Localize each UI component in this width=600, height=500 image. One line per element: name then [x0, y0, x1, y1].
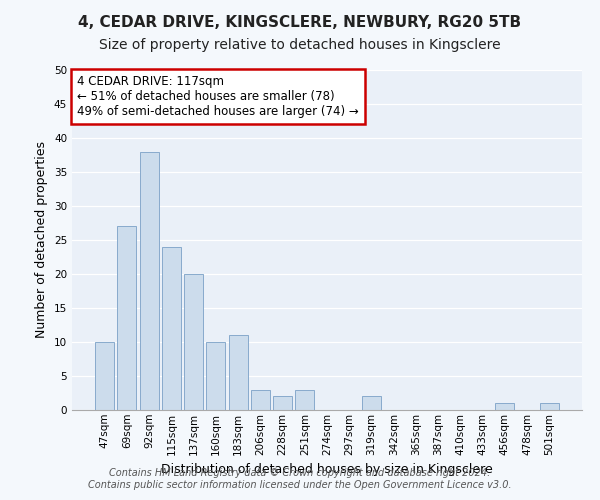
Bar	[162, 247, 181, 410]
Bar	[540, 403, 559, 410]
Bar	[229, 335, 248, 410]
Bar	[251, 390, 270, 410]
Text: 4 CEDAR DRIVE: 117sqm
← 51% of detached houses are smaller (78)
49% of semi-deta: 4 CEDAR DRIVE: 117sqm ← 51% of detached …	[77, 75, 359, 118]
Bar	[95, 342, 114, 410]
Y-axis label: Number of detached properties: Number of detached properties	[35, 142, 49, 338]
X-axis label: Distribution of detached houses by size in Kingsclere: Distribution of detached houses by size …	[161, 463, 493, 476]
Text: Size of property relative to detached houses in Kingsclere: Size of property relative to detached ho…	[99, 38, 501, 52]
Bar	[140, 152, 158, 410]
Text: 4, CEDAR DRIVE, KINGSCLERE, NEWBURY, RG20 5TB: 4, CEDAR DRIVE, KINGSCLERE, NEWBURY, RG2…	[79, 15, 521, 30]
Bar	[295, 390, 314, 410]
Bar	[184, 274, 203, 410]
Bar	[206, 342, 225, 410]
Text: Contains HM Land Registry data © Crown copyright and database right 2024.
Contai: Contains HM Land Registry data © Crown c…	[88, 468, 512, 490]
Bar	[118, 226, 136, 410]
Bar	[273, 396, 292, 410]
Bar	[496, 403, 514, 410]
Bar	[362, 396, 381, 410]
